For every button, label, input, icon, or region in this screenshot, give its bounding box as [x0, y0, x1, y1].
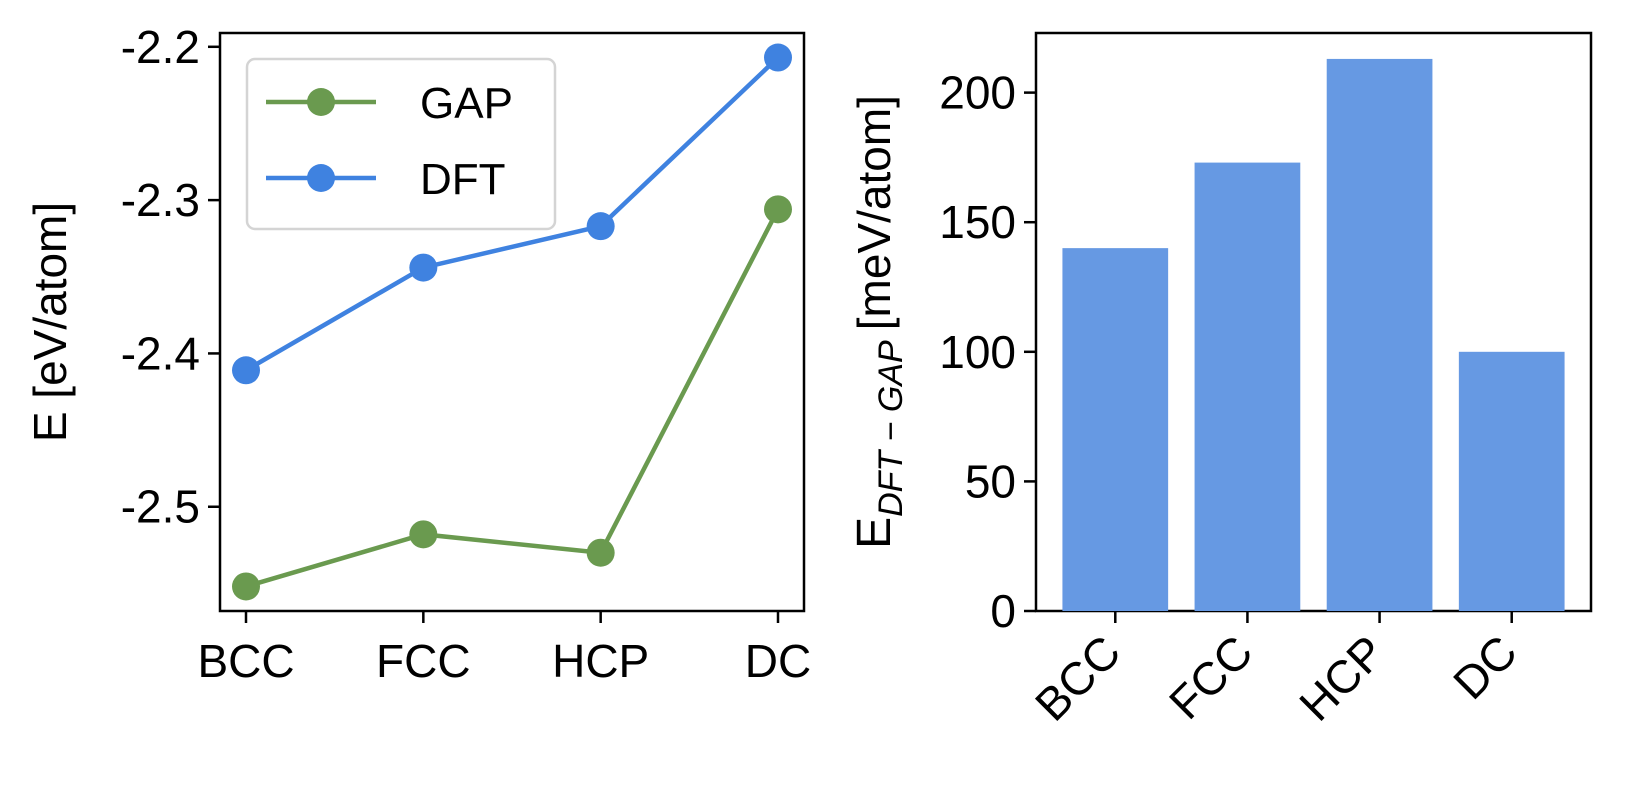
bar-chart-bars [1062, 58, 1565, 611]
data-point-dft [232, 356, 260, 385]
bar-bcc [1062, 248, 1169, 611]
data-point-gap [586, 538, 615, 567]
bar-dc [1458, 351, 1565, 611]
line-y-tick-label: -2.2 [121, 21, 200, 73]
bar-chart-y-ticks: 0 50 100 150 200 [939, 67, 1036, 637]
line-x-tick-label: DC [745, 635, 811, 687]
line-chart-panel: -2.5 -2.4 -2.3 -2.2 BCC FCC HCP DC E [eV/atom]… [24, 21, 811, 687]
line-x-tick-label: BCC [197, 635, 294, 687]
bar-chart-frame [1034, 31, 1593, 613]
line-chart-x-ticks: BCC FCC HCP DC [197, 611, 811, 687]
bar-x-tick-label: FCC [1159, 625, 1263, 729]
line-chart-y-ticks: -2.5 -2.4 -2.3 -2.2 [121, 21, 220, 533]
bar-y-tick-label: 50 [965, 455, 1016, 507]
bar-y-tick-label: 150 [939, 196, 1016, 248]
series-line-gap [245, 208, 780, 589]
line-chart-frame [218, 31, 806, 613]
series-line-dft [244, 55, 780, 373]
legend-label: GAP [420, 79, 513, 128]
bar-y-tick-label: 200 [939, 67, 1016, 119]
bar-y-tick-label: 0 [990, 585, 1016, 637]
line-chart-legend: GAP DFT [245, 57, 557, 231]
bar-chart-x-ticks: BCC FCC HCP DC [1025, 611, 1527, 731]
bar-chart-y-axis-label: EDFT − GAP [meV/atom] [848, 95, 910, 549]
data-point-gap [232, 572, 260, 601]
line-chart-y-axis-label: E [eV/atom] [24, 202, 76, 442]
bar-x-tick-label: HCP [1289, 625, 1394, 730]
bar-x-tick-label: BCC [1025, 625, 1130, 730]
bar-y-label-main: E [848, 517, 901, 549]
data-point-dft [764, 43, 792, 72]
line-chart-series [232, 43, 792, 601]
line-y-tick-label: -2.4 [121, 327, 200, 379]
bar-y-tick-label: 100 [939, 326, 1016, 378]
data-point-dft [409, 253, 438, 282]
bar-chart-panel: 0 50 100 150 200 BCC FCC HCP DC EDFT − GAP [meV/… [848, 31, 1593, 731]
data-point-gap [764, 195, 792, 224]
legend-label: DFT [420, 155, 506, 204]
legend-marker-dft [307, 164, 335, 192]
data-point-gap [409, 520, 438, 549]
legend-marker-gap [307, 88, 335, 116]
bar-y-label-unit: [meV/atom] [848, 95, 900, 330]
line-x-tick-label: FCC [376, 635, 471, 687]
line-y-tick-label: -2.3 [121, 174, 200, 226]
line-x-tick-label: HCP [552, 635, 649, 687]
line-y-tick-label: -2.5 [121, 481, 200, 533]
bar-y-label-sub: DFT − GAP [872, 340, 910, 517]
bar-hcp [1326, 58, 1433, 611]
bar-fcc [1194, 162, 1301, 611]
bar-x-tick-label: DC [1443, 625, 1527, 709]
data-point-dft [586, 212, 615, 241]
